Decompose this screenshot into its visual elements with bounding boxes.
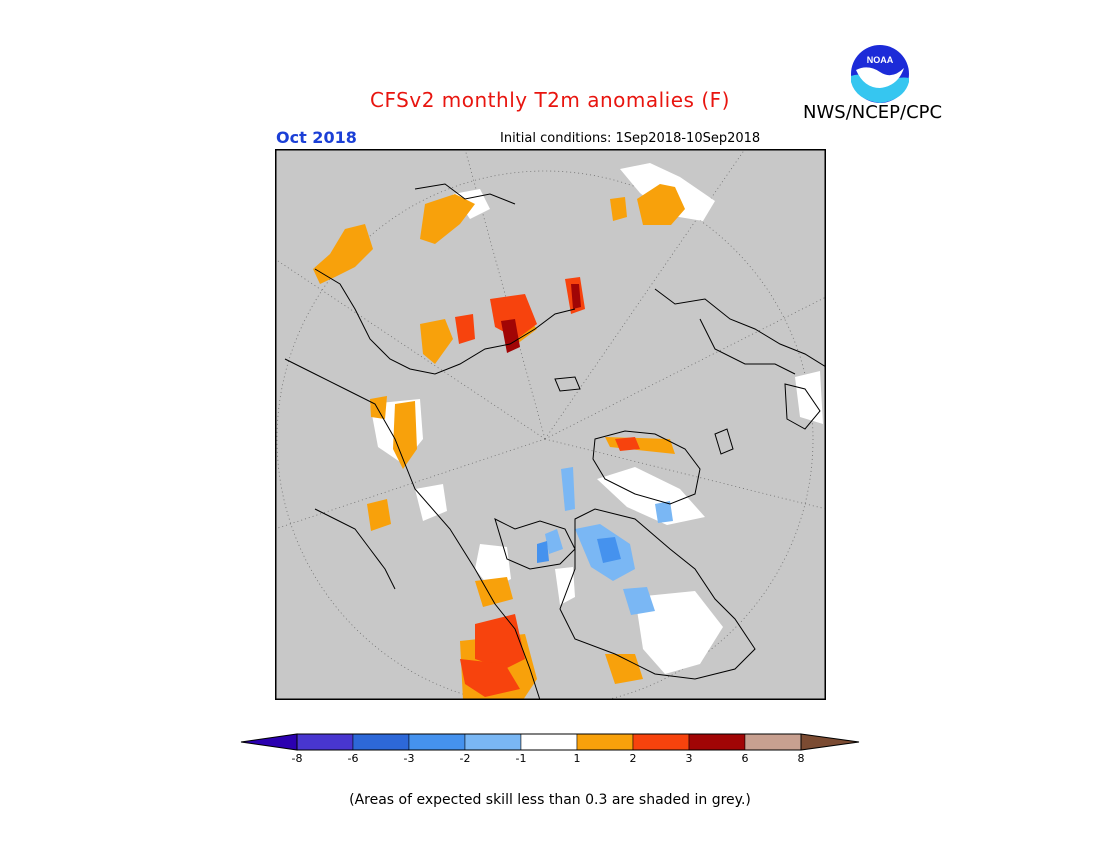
legend-bin [744, 733, 802, 751]
graticule [275, 149, 826, 700]
footnote: (Areas of expected skill less than 0.3 a… [349, 792, 751, 808]
legend-bin [408, 733, 466, 751]
legend-tick-label: 3 [685, 752, 693, 765]
legend-bin [576, 733, 634, 751]
initial-conditions: Initial conditions: 1Sep2018-10Sep2018 [500, 131, 761, 146]
legend-tick-label: -1 [515, 752, 527, 765]
svg-text:NOAA: NOAA [867, 55, 894, 65]
legend-bin [296, 733, 354, 751]
legend-bin [688, 733, 746, 751]
legend-tick-label: -6 [347, 752, 359, 765]
chart-title: CFSv2 monthly T2m anomalies (F) [370, 88, 730, 112]
legend-tick-label: 2 [629, 752, 637, 765]
map-frame [275, 149, 826, 700]
legend-tick-label: -8 [291, 752, 303, 765]
legend-tick-label: -2 [459, 752, 471, 765]
legend-bin [240, 733, 298, 751]
legend-bin [464, 733, 522, 751]
legend-bin [800, 733, 860, 751]
legend-bin [632, 733, 690, 751]
coastlines [284, 183, 826, 700]
legend-tick-label: 1 [573, 752, 581, 765]
legend-tick-label: 6 [741, 752, 749, 765]
polar-map [275, 149, 826, 700]
noaa-logo: NOAA [849, 43, 911, 105]
legend-tick-label: -3 [403, 752, 415, 765]
legend-bin [520, 733, 578, 751]
valid-month: Oct 2018 [276, 128, 357, 147]
legend-tick-label: 8 [797, 752, 805, 765]
color-legend-bar [240, 733, 860, 751]
legend-bin [352, 733, 410, 751]
org-label: NWS/NCEP/CPC [803, 102, 943, 123]
